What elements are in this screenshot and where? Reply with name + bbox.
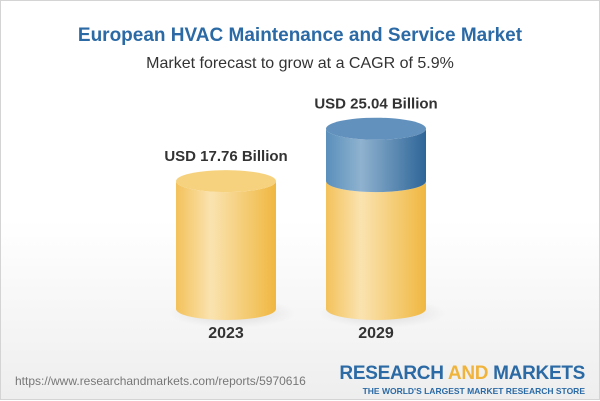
data-label: USD 17.76 Billion [164, 148, 287, 165]
bar-growth-2029 [326, 128, 426, 193]
bar-top-2029 [326, 117, 426, 140]
category-label: 2029 [358, 325, 394, 342]
bar-base-2029 [326, 181, 426, 320]
research-and-markets-logo: RESEARCH AND MARKETS THE WORLD'S LARGEST… [339, 363, 585, 396]
category-label: 2023 [208, 325, 244, 342]
logo-tagline: THE WORLD'S LARGEST MARKET RESEARCH STOR… [362, 386, 585, 396]
chart-subtitle: Market forecast to grow at a CAGR of 5.9… [146, 55, 454, 72]
data-label: USD 25.04 Billion [314, 96, 437, 113]
chart-title: European HVAC Maintenance and Service Ma… [77, 25, 523, 46]
logo-text: MARKETS [488, 363, 585, 384]
bar-top-2023 [176, 170, 276, 193]
logo-text: RESEARCH [339, 363, 448, 384]
bar-2023 [176, 181, 276, 320]
logo-text: AND [447, 363, 489, 384]
source-url[interactable]: https://www.researchandmarkets.com/repor… [15, 374, 306, 388]
